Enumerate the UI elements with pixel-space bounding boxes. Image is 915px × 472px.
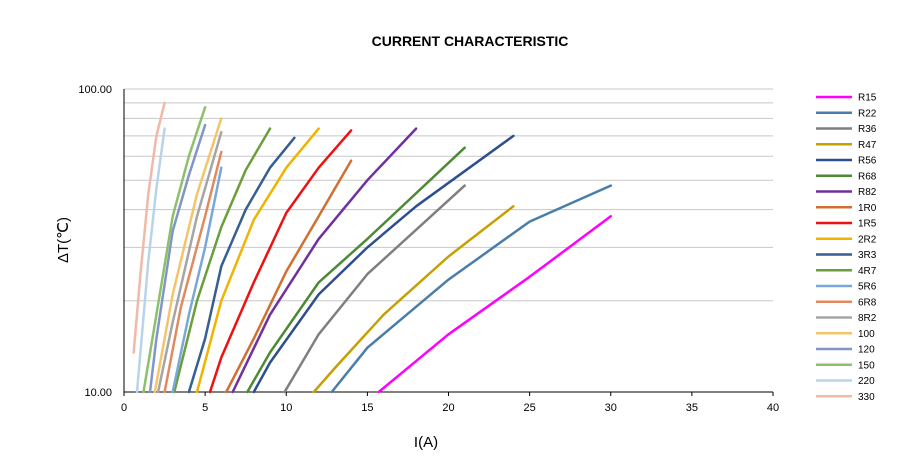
legend-label-R56: R56 bbox=[858, 156, 877, 167]
legend-label-8R2: 8R2 bbox=[858, 313, 877, 324]
chart-title: CURRENT CHARACTERISTIC bbox=[371, 33, 569, 49]
y-axis-label: ΔT(℃) bbox=[55, 217, 72, 263]
legend-label-120: 120 bbox=[858, 345, 875, 356]
x-tick-label: 10 bbox=[280, 402, 292, 414]
series-lines bbox=[132, 101, 613, 394]
x-tick-label: 25 bbox=[524, 402, 536, 414]
grid bbox=[124, 88, 773, 302]
series-line-6R8 bbox=[163, 150, 223, 394]
x-tick-label: 30 bbox=[605, 402, 617, 414]
series-line-8R2 bbox=[156, 130, 223, 394]
x-tick-label: 0 bbox=[121, 402, 127, 414]
series-line-120 bbox=[148, 123, 207, 394]
legend-label-6R8: 6R8 bbox=[858, 297, 877, 308]
y-tick-label: 100.00 bbox=[78, 84, 112, 96]
x-axis-label: I(A) bbox=[414, 434, 438, 451]
series-line-R56 bbox=[252, 134, 515, 394]
legend-label-R68: R68 bbox=[858, 171, 877, 182]
legend-label-2R2: 2R2 bbox=[858, 234, 877, 245]
series-line-1R0 bbox=[224, 159, 353, 394]
series-line-R47 bbox=[312, 205, 515, 394]
legend-label-R47: R47 bbox=[858, 140, 877, 151]
series-line-330 bbox=[132, 101, 166, 354]
legend: R15 R22 R36 R47 R56 R68 R82 1R0 1R5 2R2 3R3 4R7 5R6 6… bbox=[816, 93, 877, 403]
x-tick-label: 15 bbox=[361, 402, 373, 414]
x-tick-label: 5 bbox=[202, 402, 208, 414]
legend-label-150: 150 bbox=[858, 360, 875, 371]
series-line-4R7 bbox=[173, 127, 272, 394]
x-tick-label: 40 bbox=[767, 402, 779, 414]
series-line-R15 bbox=[377, 215, 613, 394]
series-line-1R5 bbox=[208, 129, 353, 394]
legend-label-R22: R22 bbox=[858, 108, 877, 119]
legend-label-5R6: 5R6 bbox=[858, 282, 877, 293]
series-line-100 bbox=[153, 117, 223, 394]
series-line-R22 bbox=[330, 184, 613, 394]
series-line-R82 bbox=[231, 127, 418, 394]
series-line-150 bbox=[142, 106, 207, 394]
legend-label-R15: R15 bbox=[858, 93, 877, 104]
legend-label-3R3: 3R3 bbox=[858, 250, 877, 261]
series-line-220 bbox=[135, 127, 166, 394]
series-line-5R6 bbox=[171, 166, 223, 394]
legend-label-100: 100 bbox=[858, 329, 875, 340]
legend-label-R36: R36 bbox=[858, 124, 877, 135]
y-tick-label: 10.00 bbox=[84, 387, 112, 399]
series-line-2R2 bbox=[195, 127, 320, 394]
x-tick-label: 20 bbox=[442, 402, 454, 414]
series-line-3R3 bbox=[187, 136, 296, 394]
legend-label-330: 330 bbox=[858, 392, 875, 403]
legend-label-220: 220 bbox=[858, 376, 875, 387]
series-line-R68 bbox=[246, 146, 466, 394]
tick-labels: 0 5 10 15 20 25 30 35 40 10.00 100.00 bbox=[78, 84, 779, 414]
series-line-R36 bbox=[283, 184, 466, 394]
x-tick-label: 35 bbox=[686, 402, 698, 414]
legend-label-1R0: 1R0 bbox=[858, 203, 877, 214]
legend-label-1R5: 1R5 bbox=[858, 219, 877, 230]
legend-label-4R7: 4R7 bbox=[858, 266, 877, 277]
legend-label-R82: R82 bbox=[858, 187, 877, 198]
